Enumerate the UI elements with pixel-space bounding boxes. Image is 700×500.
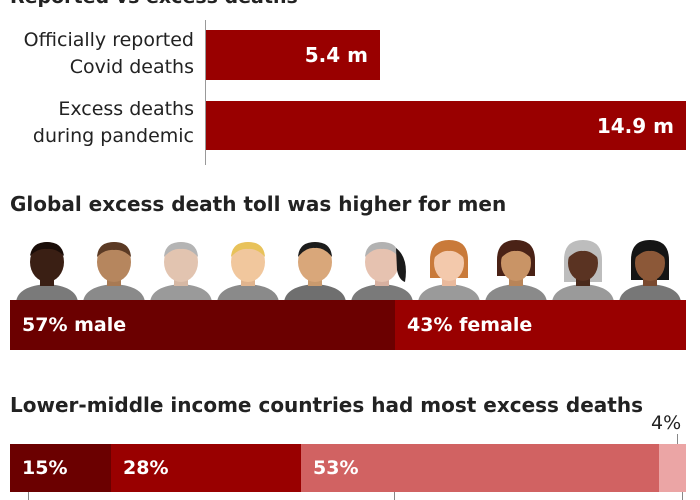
person-icon-male-1	[16, 242, 78, 302]
person-icon-male-5	[284, 242, 346, 302]
person-icon-female-3	[552, 240, 614, 302]
people-icons-row	[10, 240, 686, 302]
person-icon-male-3	[150, 242, 212, 302]
bar-value-excess: 14.9 m	[596, 113, 674, 138]
person-icon-female-1	[418, 240, 480, 302]
person-icon-female-2	[485, 240, 547, 302]
person-icon-male-6	[351, 242, 413, 302]
gender-segment-female: 43% female	[395, 300, 686, 350]
income-stacked-bar: 15% 28% 53%	[10, 444, 686, 492]
small-segment-leader	[677, 434, 678, 444]
bar-reported-deaths: 5.4 m	[206, 30, 380, 80]
person-icon-female-4	[619, 240, 681, 302]
deaths-comparison-chart: Officially reported Covid deaths 5.4 m E…	[0, 20, 700, 165]
income-segment-lower-middle: 28%	[111, 444, 301, 492]
income-segment-high	[659, 444, 686, 492]
small-segment-label: 4%	[651, 412, 682, 434]
gender-stacked-bar: 57% male 43% female	[10, 300, 686, 350]
income-chart-title: Lower-middle income countries had most e…	[10, 393, 643, 417]
gender-segment-male: 57% male	[10, 300, 395, 350]
bar-label-excess: Excess deaths during pandemic	[32, 98, 194, 147]
person-icon-male-2	[83, 242, 145, 302]
bar-axis-line	[205, 20, 206, 165]
gender-chart-title: Global excess death toll was higher for …	[10, 192, 507, 216]
people-icons	[16, 240, 681, 302]
bar-excess-deaths: 14.9 m	[206, 101, 686, 150]
bar-value-reported: 5.4 m	[304, 43, 368, 67]
top-title-clipped: Reported vs excess deaths	[10, 0, 298, 8]
income-segment-upper-middle: 53%	[301, 444, 659, 492]
income-axis-tick-2	[682, 492, 683, 500]
income-axis-tick-0	[28, 492, 29, 500]
person-icon-male-4	[217, 242, 279, 302]
bar-label-reported: Officially reported Covid deaths	[23, 29, 194, 78]
income-axis-tick-1	[394, 492, 395, 500]
income-segment-low: 15%	[10, 444, 111, 492]
